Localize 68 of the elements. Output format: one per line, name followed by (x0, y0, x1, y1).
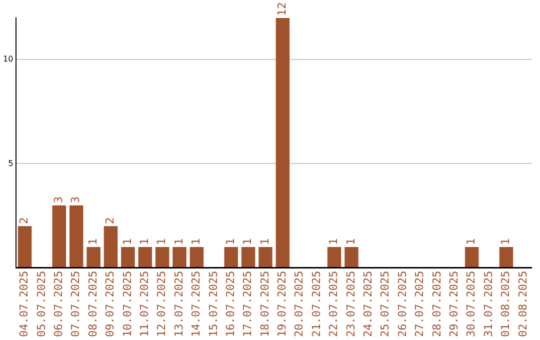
bar (138, 246, 152, 268)
x-tick-label: 08.07.2025 (86, 270, 100, 338)
x-tick-label: 07.07.2025 (69, 270, 82, 338)
data-label: 1 (327, 238, 340, 245)
x-tick-label: 26.07.2025 (396, 270, 409, 338)
bar (344, 246, 358, 268)
x-tick-label: 25.07.2025 (378, 270, 392, 338)
x-tick-label: 24.07.2025 (362, 270, 375, 338)
y-tick-label: 10 (2, 54, 14, 64)
bar (224, 246, 238, 268)
x-tick-label: 16.07.2025 (224, 270, 237, 338)
data-label: 1 (190, 238, 203, 245)
data-label: 1 (464, 238, 478, 245)
bar (104, 226, 118, 268)
bar (499, 246, 514, 268)
bar (155, 246, 170, 268)
x-tick-label: 28.07.2025 (430, 270, 444, 338)
bar (69, 205, 84, 268)
x-tick-label: 05.07.2025 (34, 270, 48, 338)
bar (52, 205, 66, 268)
bar (241, 246, 256, 268)
data-label: 2 (18, 217, 31, 224)
bar (172, 246, 186, 268)
x-tick-label: 15.07.2025 (206, 270, 220, 338)
x-tick-label: 18.07.2025 (258, 270, 272, 338)
data-label: 1 (172, 238, 186, 245)
data-label: 3 (52, 196, 66, 204)
bar (276, 18, 290, 268)
x-tick-label: 20.07.2025 (292, 270, 306, 338)
x-tick-label: 13.07.2025 (172, 270, 186, 338)
x-tick-label: 10.07.2025 (120, 270, 134, 338)
data-label: 1 (344, 238, 358, 245)
x-tick-label: 30.07.2025 (464, 270, 478, 338)
x-tick-label: 01.08.2025 (499, 270, 512, 338)
data-label: 1 (258, 238, 272, 245)
x-tick-label: 02.08.2025 (516, 270, 530, 338)
x-tick-label: 09.07.2025 (104, 270, 117, 338)
bar (121, 246, 135, 268)
bar (190, 246, 204, 268)
x-tick-label: 23.07.2025 (344, 270, 358, 338)
x-tick-label: 12.07.2025 (155, 270, 168, 338)
bar (18, 226, 32, 268)
data-label: 1 (241, 238, 254, 245)
x-tick-label: 27.07.2025 (413, 270, 426, 338)
x-tick-label: 14.07.2025 (190, 270, 203, 338)
data-label: 3 (69, 196, 82, 204)
data-label: 1 (120, 238, 134, 245)
x-tick-label: 11.07.2025 (138, 270, 151, 338)
data-label: 1 (224, 238, 237, 245)
data-label: 1 (155, 238, 168, 245)
bar (327, 246, 342, 268)
bar (258, 246, 272, 268)
x-tick-label: 06.07.2025 (52, 270, 66, 338)
x-tick-label: 19.07.2025 (276, 270, 289, 338)
x-tick-label: 17.07.2025 (241, 270, 254, 338)
x-tick-label: 21.07.2025 (310, 270, 323, 338)
data-label: 1 (499, 238, 512, 245)
bar (86, 246, 100, 268)
x-tick-label: 04.07.2025 (18, 270, 31, 338)
data-label: 1 (86, 238, 100, 245)
x-tick-label: 22.07.2025 (327, 270, 340, 338)
data-label: 2 (104, 217, 117, 224)
x-tick-label: 29.07.2025 (447, 270, 460, 338)
data-label: 12 (276, 2, 289, 16)
data-label: 1 (138, 238, 151, 245)
bar (464, 246, 479, 268)
y-tick-label: 5 (8, 158, 14, 168)
x-tick-label: 31.07.2025 (482, 270, 495, 338)
